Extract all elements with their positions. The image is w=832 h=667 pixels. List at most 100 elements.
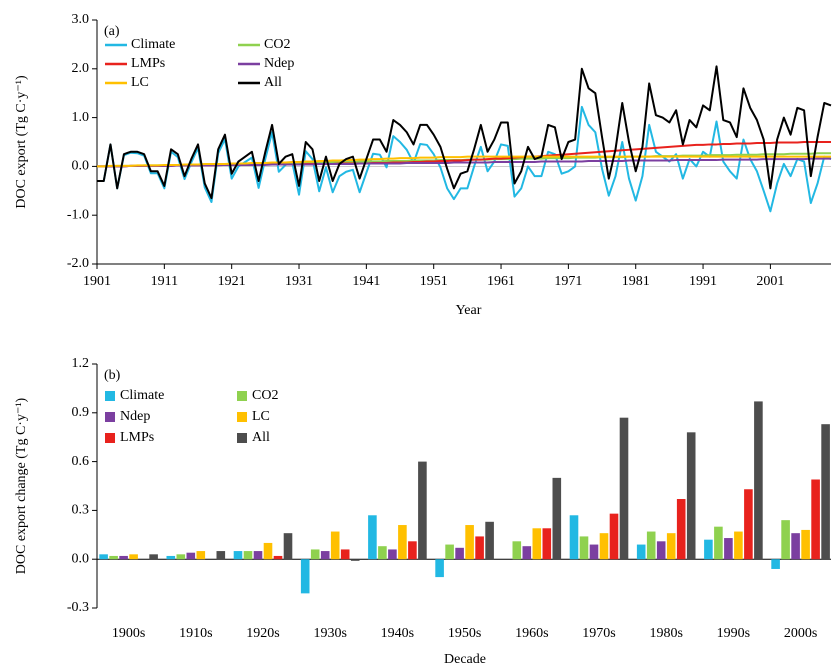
bar	[646, 531, 656, 560]
y-tick-label: 3.0	[72, 12, 90, 27]
y-tick-label: 2.0	[72, 61, 90, 76]
series-line	[97, 65, 832, 200]
bar	[552, 477, 562, 560]
bar	[485, 521, 494, 560]
bar	[149, 554, 158, 560]
bar	[216, 551, 226, 560]
legend-label: LMPs	[120, 430, 154, 445]
bar	[455, 547, 464, 560]
bar	[589, 544, 599, 560]
y-axis-title: DOC export change (Tg C·y⁻¹)	[14, 397, 29, 574]
bar	[609, 513, 619, 560]
x-tick-label: 1970s	[582, 626, 615, 641]
legend-label: LC	[131, 75, 149, 90]
bar	[340, 549, 350, 560]
legend-swatch	[105, 391, 115, 401]
bar	[119, 555, 128, 560]
bar	[243, 551, 253, 560]
bar	[129, 554, 138, 560]
x-tick-label: 2001	[756, 274, 784, 289]
x-tick-label: 1941	[352, 274, 380, 289]
y-tick-label: -1.0	[67, 207, 89, 222]
y-tick-label: 1.2	[72, 356, 90, 371]
legend-swatch	[105, 433, 115, 443]
bar	[378, 546, 387, 560]
bar	[666, 533, 676, 560]
y-tick-label: 0.6	[72, 454, 90, 469]
legend-label: Ndep	[120, 409, 150, 424]
bar	[532, 528, 542, 560]
x-tick-label: 1960s	[515, 626, 548, 641]
bar	[300, 559, 310, 594]
y-axis-title: DOC export (Tg C·y⁻¹)	[14, 75, 29, 209]
bar	[821, 424, 830, 560]
legend-swatch	[237, 433, 247, 443]
series-line	[97, 155, 831, 168]
legend-label: Climate	[131, 37, 175, 52]
bar	[320, 551, 330, 560]
y-tick-label: 0.0	[72, 159, 90, 174]
bar	[350, 559, 360, 561]
bar	[186, 552, 196, 560]
bar	[435, 559, 444, 578]
x-tick-label: 2000s	[784, 626, 817, 641]
bar	[388, 549, 397, 560]
bar	[176, 554, 186, 560]
panel-label: (a)	[104, 24, 120, 39]
x-tick-label: 1940s	[381, 626, 414, 641]
bar	[465, 525, 474, 560]
x-tick-label: 1951	[420, 274, 448, 289]
bar	[418, 461, 427, 560]
x-axis-title: Decade	[444, 652, 486, 667]
bar	[619, 417, 629, 560]
bar	[791, 533, 800, 560]
bar	[704, 539, 713, 560]
legend-label: LMPs	[131, 56, 165, 71]
legend-label: All	[252, 430, 270, 445]
x-tick-label: 1981	[622, 274, 650, 289]
y-tick-label: 0.3	[72, 503, 90, 518]
bar	[754, 401, 763, 560]
bar	[734, 531, 743, 560]
y-tick-label: 0.0	[72, 551, 90, 566]
legend-swatch	[237, 412, 247, 422]
bar	[636, 544, 646, 560]
bar	[99, 554, 108, 560]
bar	[283, 533, 293, 560]
bar	[475, 536, 484, 560]
x-axis-title: Year	[456, 303, 482, 318]
bar	[744, 489, 753, 560]
x-tick-label: 1900s	[112, 626, 145, 641]
x-tick-label: 1901	[83, 274, 111, 289]
bar	[109, 555, 118, 560]
bar	[273, 555, 283, 560]
x-tick-label: 1991	[689, 274, 717, 289]
bar	[656, 541, 666, 560]
legend-label: All	[264, 75, 282, 90]
bar	[196, 551, 206, 560]
x-tick-label: 1911	[151, 274, 178, 289]
y-tick-label: -0.3	[67, 600, 89, 615]
bar	[569, 515, 579, 560]
legend-label: CO2	[264, 37, 290, 52]
x-tick-label: 1961	[487, 274, 515, 289]
legend-label: Climate	[120, 388, 164, 403]
x-tick-label: 1920s	[246, 626, 279, 641]
y-tick-label: 1.0	[72, 110, 90, 125]
bar	[368, 515, 377, 560]
x-tick-label: 1950s	[448, 626, 481, 641]
bar	[522, 546, 532, 560]
x-tick-label: 1921	[218, 274, 246, 289]
legend-label: CO2	[252, 388, 278, 403]
bar	[676, 499, 686, 560]
legend-label: Ndep	[264, 56, 294, 71]
bar	[398, 525, 407, 560]
x-tick-label: 1930s	[313, 626, 346, 641]
panel-label: (b)	[104, 368, 121, 383]
bar	[512, 541, 522, 560]
x-tick-label: 1910s	[179, 626, 212, 641]
x-tick-label: 1990s	[717, 626, 750, 641]
bar	[686, 432, 696, 560]
y-tick-label: -2.0	[67, 256, 89, 271]
